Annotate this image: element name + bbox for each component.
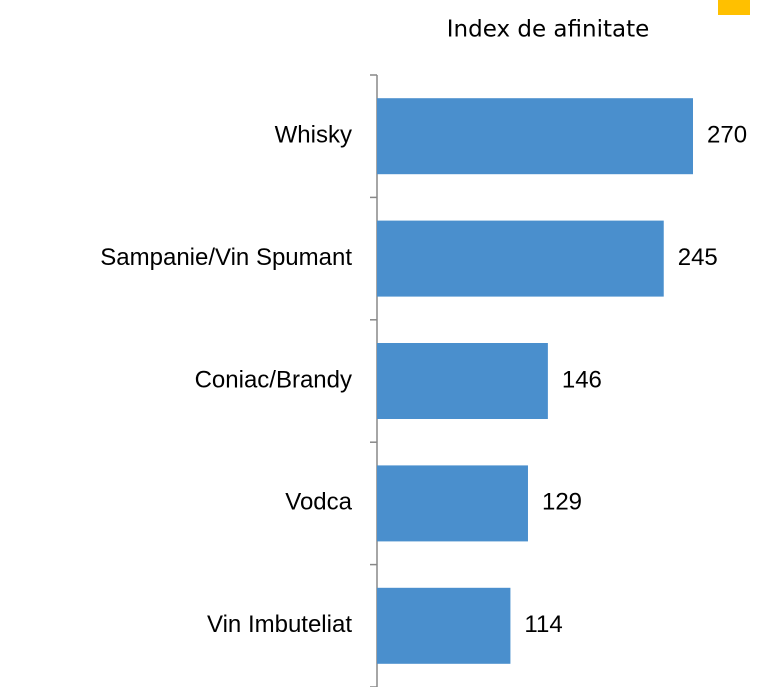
data-label: 146 [562,366,602,393]
data-label: 245 [678,244,718,271]
category-label: Vodca [285,489,352,516]
category-label: Coniac/Brandy [195,366,352,393]
chart-title: Index de afinitate [447,17,650,43]
data-label: 114 [524,611,562,638]
bar [377,98,693,175]
category-label: Sampanie/Vin Spumant [100,244,352,271]
data-label: 270 [707,122,747,149]
category-label: Vin Imbuteliat [207,611,352,638]
bar [377,343,548,419]
bar [377,587,511,664]
bar [377,220,664,297]
corner-decoration [718,0,750,15]
category-label: Whisky [275,122,352,149]
data-label: 129 [542,489,582,516]
bar [377,465,528,542]
